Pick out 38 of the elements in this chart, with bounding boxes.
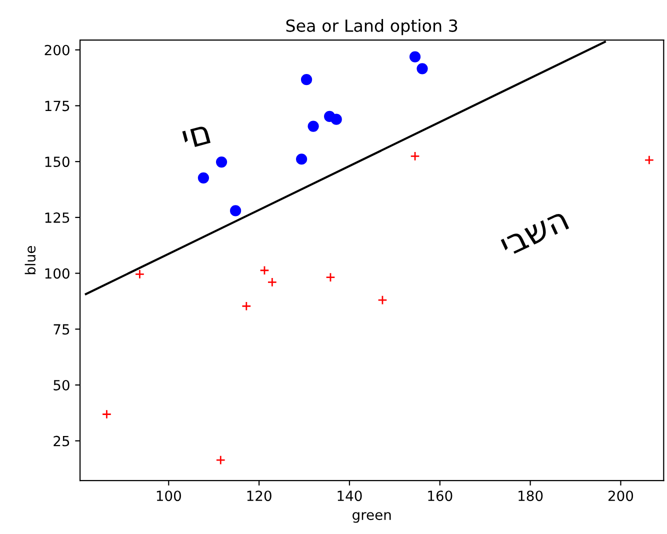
x-tick-label: 180 (518, 490, 543, 502)
y-axis-title: blue (24, 246, 36, 274)
x-tick-label: 120 (247, 490, 272, 502)
x-tick-label: 200 (608, 490, 634, 502)
chart-title: Sea or Land option 3 (286, 19, 458, 36)
y-tick-label: 200 (44, 44, 70, 56)
point (326, 272, 336, 282)
point (300, 74, 312, 86)
point (416, 63, 428, 74)
y-tick-label: 125 (45, 212, 70, 223)
x-tick-label: 140 (338, 490, 362, 502)
point (198, 172, 210, 184)
x-tick-label: 100 (156, 490, 181, 502)
y-tick-label: 175 (45, 100, 70, 112)
annotation: יבשה (500, 212, 570, 257)
point (410, 151, 420, 162)
point (378, 295, 388, 305)
point (409, 51, 421, 62)
point (230, 205, 242, 216)
y-tick-label: 25 (54, 436, 70, 446)
point (260, 266, 270, 276)
y-tick-label: 50 (54, 380, 70, 390)
point (102, 409, 112, 420)
annotation: ים (182, 125, 211, 150)
x-tick-label: 160 (428, 490, 452, 502)
point (644, 155, 654, 165)
y-tick-label: 75 (54, 324, 70, 335)
point (216, 156, 228, 168)
point (308, 120, 319, 132)
y-tick-label: 150 (45, 156, 70, 168)
point (242, 301, 252, 311)
point (216, 455, 226, 465)
point (267, 277, 278, 288)
point (296, 154, 308, 165)
point (134, 269, 145, 280)
y-tick-label: 100 (45, 268, 70, 279)
point (330, 114, 342, 125)
x-axis-title: green (352, 512, 391, 523)
